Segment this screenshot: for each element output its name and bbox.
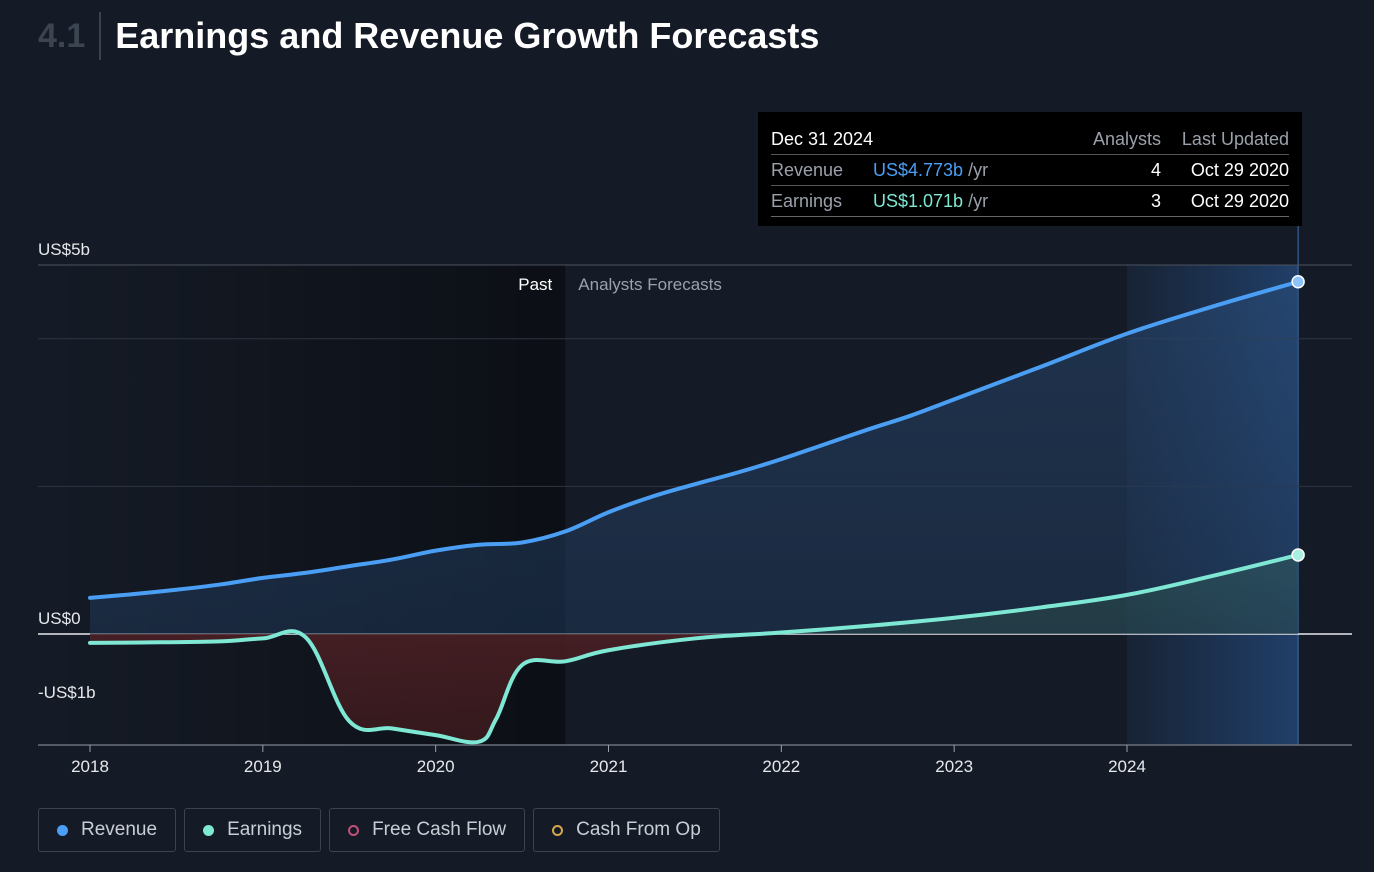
chart-axis-labels: US$5b US$0 -US$1b 2018 2019 2020 2021 2022 2023 2… — [38, 240, 1146, 776]
tooltip-row-value: US$4.773b /yr — [873, 160, 1073, 181]
x-tick-label: 2023 — [935, 757, 973, 776]
tooltip-row-value: US$1.071b /yr — [873, 191, 1073, 212]
x-tick-label: 2024 — [1108, 757, 1146, 776]
tooltip-row-updated: Oct 29 2020 — [1190, 190, 1289, 211]
x-tick-label: 2022 — [762, 757, 800, 776]
y-tick-label: US$5b — [38, 240, 90, 259]
tooltip-row-revenue: Revenue US$4.773b /yr 4 Oct 29 2020 — [771, 155, 1289, 186]
tooltip-header-row: Dec 31 2024 Analysts Last Updated — [771, 126, 1289, 155]
legend-toggle-revenue[interactable]: Revenue — [38, 808, 177, 852]
tooltip-row-earnings: Earnings US$1.071b /yr 3 Oct 29 2020 — [771, 186, 1289, 217]
tooltip-row-label: Revenue — [771, 159, 844, 180]
cash-from-op-ring-icon — [552, 824, 564, 836]
x-tick-label: 2019 — [244, 757, 282, 776]
y-tick-label: -US$1b — [38, 683, 96, 702]
earnings-negative-area — [90, 634, 1299, 743]
section-header: 4.1 Earnings and Revenue Growth Forecast… — [38, 12, 819, 60]
earnings-line — [88, 552, 1301, 745]
tooltip-col-analysts: Analysts — [1092, 128, 1161, 149]
tooltip-row-label: Earnings — [771, 190, 843, 211]
tooltip-value-number: US$4.773b — [873, 159, 964, 180]
past-region-label: Past — [518, 275, 552, 294]
tooltip-value-number: US$1.071b — [873, 190, 964, 211]
tooltip-col-updated: Last Updated — [1181, 128, 1289, 149]
chart-legend: Revenue Earnings Free Cash Flow Cash Fro… — [38, 808, 720, 852]
legend-label: Earnings — [227, 819, 303, 840]
revenue-area — [90, 281, 1299, 634]
legend-label: Revenue — [81, 819, 158, 840]
growth-forecast-chart[interactable]: US$5b US$0 -US$1b 2018 2019 2020 2021 2022 2023 2… — [0, 0, 1374, 800]
x-tick-label: 2018 — [71, 757, 109, 776]
earnings-endpoint — [1291, 548, 1305, 562]
revenue-line — [88, 279, 1301, 600]
forecast-region-label: Analysts Forecasts — [578, 275, 722, 294]
x-tick-label: 2020 — [417, 757, 455, 776]
tooltip-date: Dec 31 2024 — [771, 128, 874, 149]
section-number: 4.1 — [38, 12, 102, 60]
tooltip-row-analysts: 3 — [1150, 190, 1161, 211]
revenue-endpoint — [1291, 275, 1305, 289]
legend-toggle-free-cash-flow[interactable]: Free Cash Flow — [329, 808, 526, 852]
x-tick-label: 2021 — [590, 757, 628, 776]
legend-toggle-cash-from-op[interactable]: Cash From Op — [533, 808, 720, 852]
free-cash-flow-ring-icon — [348, 824, 360, 836]
legend-toggle-earnings[interactable]: Earnings — [184, 808, 322, 852]
tooltip-value-unit: /yr — [968, 190, 989, 211]
y-tick-label: US$0 — [38, 609, 81, 628]
legend-label: Free Cash Flow — [372, 819, 507, 840]
chart-series-lines — [88, 275, 1305, 745]
earnings-dot-icon — [203, 824, 215, 836]
page-title: Earnings and Revenue Growth Forecasts — [115, 15, 820, 56]
legend-label: Cash From Op — [576, 819, 701, 840]
tooltip-value-unit: /yr — [968, 159, 989, 180]
hover-tooltip: Dec 31 2024 Analysts Last Updated Revenu… — [758, 112, 1302, 226]
revenue-dot-icon — [57, 824, 68, 836]
tooltip-row-analysts: 4 — [1150, 159, 1161, 180]
tooltip-row-updated: Oct 29 2020 — [1190, 159, 1289, 180]
